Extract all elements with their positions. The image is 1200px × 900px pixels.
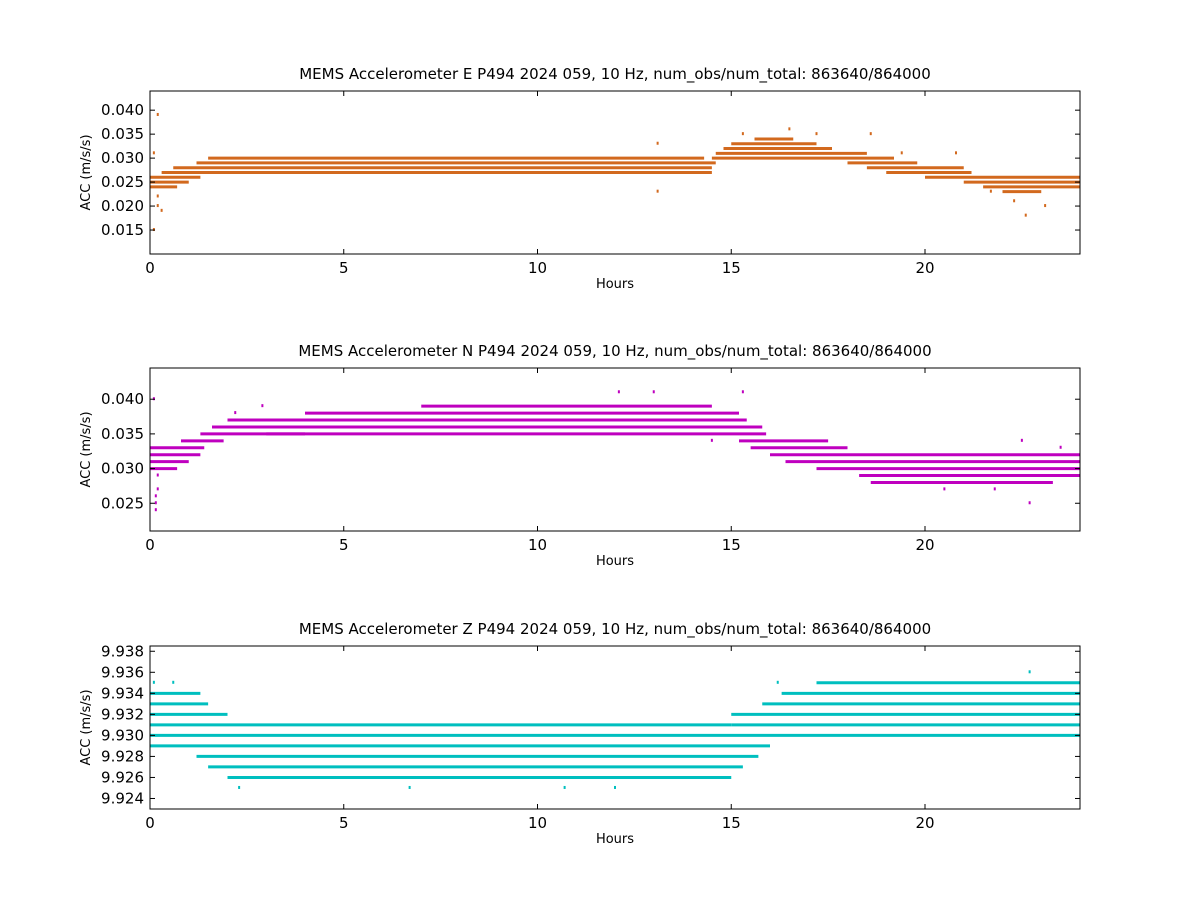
- data-point: [788, 127, 791, 131]
- y-tick-label: 0.035: [101, 125, 144, 143]
- axes-frame: [149, 90, 1081, 255]
- x-tick-label: 5: [339, 814, 349, 832]
- data-point: [741, 390, 744, 394]
- data-point: [652, 390, 655, 394]
- data-point: [815, 132, 818, 136]
- data-point: [614, 785, 616, 789]
- y-axis-label: ACC (m/s/s): [79, 134, 94, 210]
- y-tick-label: 9.938: [101, 642, 144, 660]
- x-tick-label: 20: [915, 259, 934, 277]
- axes-frame: [149, 367, 1081, 532]
- y-tick-label: 9.924: [101, 789, 144, 807]
- data-point: [156, 112, 159, 116]
- x-tick-label: 20: [915, 814, 934, 832]
- data-point: [1020, 438, 1023, 442]
- x-tick-label: 0: [145, 536, 155, 554]
- y-tick-label: 9.936: [101, 663, 144, 681]
- data-point: [900, 151, 903, 155]
- chart-title: MEMS Accelerometer E P494 2024 059, 10 H…: [299, 65, 931, 84]
- chart-title: MEMS Accelerometer N P494 2024 059, 10 H…: [298, 342, 931, 361]
- plot-area: [150, 112, 1080, 232]
- y-tick-label: 0.025: [101, 494, 144, 512]
- data-point: [869, 132, 872, 136]
- y-tick-label: 0.040: [101, 101, 144, 119]
- y-tick-label: 0.030: [101, 460, 144, 478]
- data-point: [741, 132, 744, 136]
- data-point: [154, 501, 157, 505]
- data-point: [234, 411, 237, 415]
- y-tick-label: 9.928: [101, 747, 144, 765]
- data-point: [1028, 501, 1031, 505]
- y-tick-label: 0.015: [101, 221, 144, 239]
- data-point: [1013, 199, 1016, 203]
- panel-2: 0 5 10 15 20 9.924 9.926 9.928 9.930 9.932 9.934 9.…: [79, 620, 1081, 847]
- data-point: [156, 194, 159, 198]
- data-point: [154, 494, 157, 498]
- data-point: [1044, 204, 1047, 208]
- y-tick-label: 9.926: [101, 768, 144, 786]
- x-tick-label: 15: [722, 814, 741, 832]
- data-point: [160, 208, 163, 212]
- data-point: [261, 404, 264, 408]
- y-tick-label: 9.932: [101, 705, 144, 723]
- data-point: [993, 487, 996, 491]
- y-tick-label: 0.035: [101, 425, 144, 443]
- data-point: [154, 508, 157, 512]
- data-point: [408, 785, 411, 789]
- x-tick-label: 0: [145, 814, 155, 832]
- data-point: [776, 680, 779, 684]
- y-tick-label: 0.030: [101, 149, 144, 167]
- x-axis-label: Hours: [596, 832, 634, 847]
- x-tick-label: 5: [339, 536, 349, 554]
- panel-1: 0 5 10 15 20 0.025 0.030 0.035 0.040 MEMS Acceler…: [79, 342, 1081, 569]
- x-tick-label: 20: [915, 536, 934, 554]
- data-point: [156, 204, 159, 208]
- x-tick-label: 10: [528, 259, 547, 277]
- data-point: [955, 151, 957, 155]
- y-tick-label: 0.020: [101, 197, 144, 215]
- data-point: [943, 487, 946, 491]
- data-point: [238, 785, 241, 789]
- data-point: [710, 438, 713, 442]
- y-tick-label: 9.934: [101, 684, 144, 702]
- y-tick-label: 9.930: [101, 726, 144, 744]
- y-axis-label: ACC (m/s/s): [79, 411, 94, 487]
- chart-title: MEMS Accelerometer Z P494 2024 059, 10 H…: [299, 620, 931, 639]
- y-tick-label: 0.025: [101, 173, 144, 191]
- plot-area: [150, 670, 1080, 789]
- panel-0: 0 5 10 15 20 0.015 0.020 0.025 0.030 0.035 0.040 ME…: [79, 65, 1081, 292]
- x-tick-label: 15: [722, 536, 741, 554]
- data-point: [656, 189, 659, 193]
- y-axis-label: ACC (m/s/s): [79, 689, 94, 765]
- data-point: [1059, 445, 1062, 449]
- data-point: [172, 680, 175, 684]
- data-point: [156, 487, 159, 491]
- x-axis-label: Hours: [596, 554, 634, 569]
- y-tick-label: 0.040: [101, 390, 144, 408]
- data-point: [1024, 213, 1027, 217]
- data-point: [1028, 670, 1031, 674]
- x-tick-label: 10: [528, 536, 547, 554]
- x-tick-label: 0: [145, 259, 155, 277]
- x-tick-label: 10: [528, 814, 547, 832]
- axes-frame: [149, 645, 1081, 810]
- data-point: [989, 189, 992, 193]
- data-point: [156, 473, 159, 477]
- data-point: [152, 151, 155, 155]
- x-axis-label: Hours: [596, 277, 634, 292]
- plot-area: [150, 390, 1080, 512]
- data-point: [563, 785, 566, 789]
- data-point: [617, 390, 620, 394]
- x-tick-label: 15: [722, 259, 741, 277]
- x-tick-label: 5: [339, 259, 349, 277]
- data-point: [656, 141, 659, 145]
- data-point: [152, 680, 155, 684]
